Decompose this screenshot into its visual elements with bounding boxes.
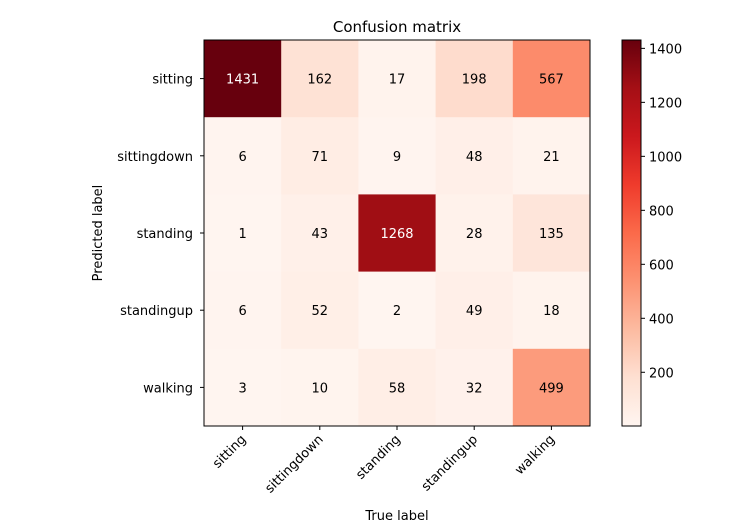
- cell-value-3-0: 6: [238, 304, 246, 319]
- cell-value-4-2: 58: [389, 381, 406, 396]
- heatmap-cell-0-4: [512, 40, 591, 118]
- cell-value-4-0: 3: [238, 381, 246, 396]
- heatmap-cell-4-2: [358, 348, 437, 427]
- cell-value-0-3: 198: [462, 73, 487, 88]
- x-tick-label-4: walking: [512, 432, 558, 478]
- heatmap-cell-1-1: [281, 117, 359, 195]
- cell-value-3-1: 52: [312, 304, 329, 319]
- cell-value-0-2: 17: [389, 73, 406, 88]
- heatmap-cell-3-3: [435, 271, 514, 350]
- heatmap-cell-3-4: [512, 271, 591, 350]
- x-axis-label: True label: [364, 509, 428, 524]
- cell-value-4-3: 32: [466, 381, 483, 396]
- colorbar-tick-label-2: 600: [649, 258, 674, 273]
- heatmap-cell-3-1: [281, 271, 359, 350]
- colorbar: 200 400 600 800 1000 1200 1400: [621, 39, 682, 427]
- heatmap-cells: [204, 40, 591, 427]
- y-tick-label-2: standing: [137, 227, 193, 242]
- heatmap-cell-labels: 1431 162 17 198 567 6 71 9 48 21 1 43 1268 28 135 6 52 2 4…: [226, 73, 564, 397]
- heatmap-cell-0-0: [204, 40, 282, 118]
- y-tick-label-4: walking: [143, 381, 193, 396]
- heatmap-cell-3-0: [204, 271, 282, 350]
- y-axis: sitting sittingdown standing standingup walk…: [117, 73, 204, 396]
- y-tick-label-0: sitting: [152, 73, 193, 88]
- y-tick-label-1: sittingdown: [117, 150, 193, 165]
- colorbar-tick-label-4: 1000: [649, 150, 682, 165]
- cell-value-2-3: 28: [466, 227, 483, 242]
- heatmap-cell-1-2: [358, 117, 437, 195]
- x-tick-label-2: standing: [353, 432, 404, 483]
- cell-value-4-4: 499: [539, 381, 564, 396]
- cell-value-2-0: 1: [238, 227, 246, 242]
- heatmap-cell-2-1: [281, 194, 359, 273]
- heatmap-cell-1-3: [435, 117, 514, 195]
- heatmap-cell-2-3: [435, 194, 514, 273]
- heatmap-cell-2-4: [512, 194, 591, 273]
- heatmap-cell-2-0: [204, 194, 282, 273]
- heatmap-cell-4-3: [435, 348, 514, 427]
- cell-value-2-2: 1268: [380, 227, 413, 242]
- x-tick-label-1: sittingdown: [262, 432, 326, 496]
- cell-value-0-4: 567: [539, 73, 564, 88]
- heatmap-cell-4-0: [204, 348, 282, 427]
- heatmap-cell-0-1: [281, 40, 359, 118]
- heatmap-cell-0-3: [435, 40, 514, 118]
- heatmap-cell-1-0: [204, 117, 282, 195]
- colorbar-tick-label-3: 800: [649, 204, 674, 219]
- cell-value-1-2: 9: [393, 150, 401, 165]
- cell-value-0-0: 1431: [226, 73, 259, 88]
- chart-title: Confusion matrix: [333, 18, 461, 36]
- cell-value-0-1: 162: [307, 73, 332, 88]
- colorbar-ticks: 200 400 600 800 1000 1200 1400: [641, 42, 682, 381]
- cell-value-1-4: 21: [543, 150, 560, 165]
- y-tick-label-3: standingup: [120, 304, 193, 319]
- heatmap-cell-2-2: [358, 194, 437, 273]
- cell-value-1-3: 48: [466, 150, 483, 165]
- x-axis: sitting sittingdown standing standingup walk…: [210, 426, 558, 496]
- heatmap-cell-0-2: [358, 40, 437, 118]
- colorbar-tick-label-0: 200: [649, 366, 674, 381]
- cell-value-4-1: 10: [312, 381, 329, 396]
- colorbar-tick-label-5: 1200: [649, 96, 682, 111]
- cell-value-1-0: 6: [238, 150, 246, 165]
- heatmap-cell-4-4: [512, 348, 591, 427]
- x-tick-label-3: standingup: [419, 432, 481, 494]
- colorbar-tick-label-6: 1400: [649, 42, 682, 57]
- x-tick-label-0: sitting: [210, 432, 249, 471]
- cell-value-3-2: 2: [393, 304, 401, 319]
- y-axis-label: Predicted label: [91, 185, 106, 282]
- colorbar-tick-label-1: 400: [649, 312, 674, 327]
- heatmap-cell-4-1: [281, 348, 359, 427]
- cell-value-1-1: 71: [312, 150, 329, 165]
- cell-value-3-3: 49: [466, 304, 483, 319]
- cell-value-2-4: 135: [539, 227, 564, 242]
- cell-value-2-1: 43: [312, 227, 329, 242]
- colorbar-gradient: [621, 39, 642, 427]
- cell-value-3-4: 18: [543, 304, 560, 319]
- heatmap-cell-1-4: [512, 117, 591, 195]
- heatmap-cell-3-2: [358, 271, 437, 350]
